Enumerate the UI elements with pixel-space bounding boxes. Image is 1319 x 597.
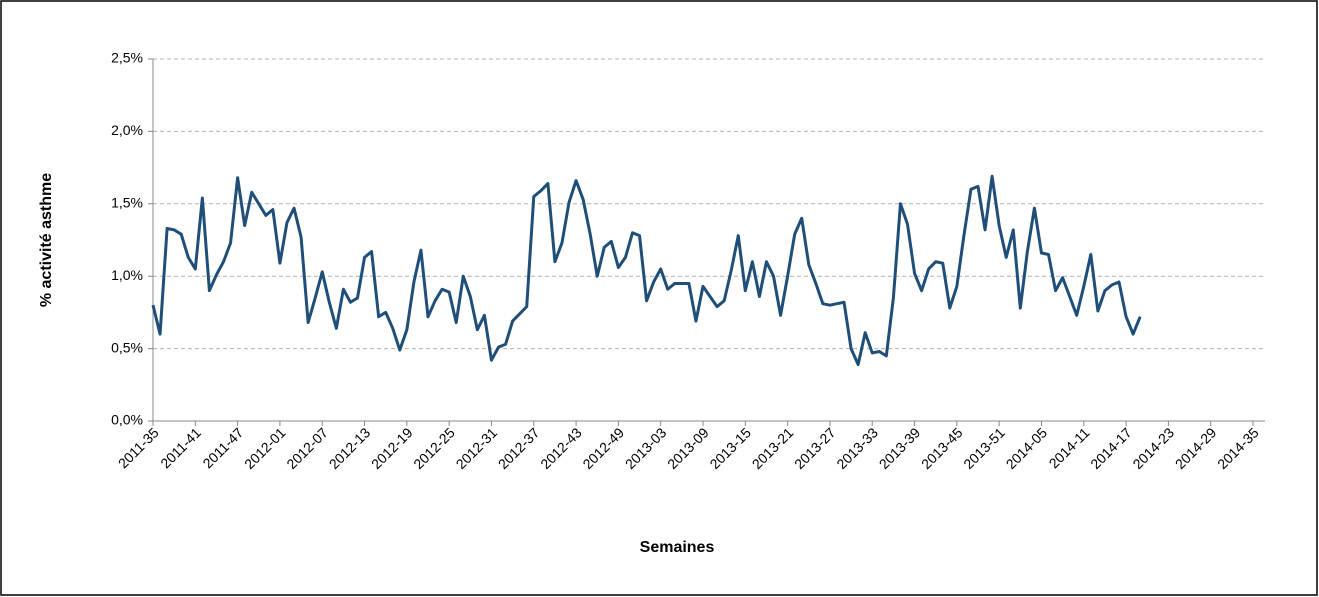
data-line — [151, 174, 1142, 367]
y-tick-label: 2,5% — [111, 50, 143, 66]
y-axis-title: % activité asthme — [38, 173, 55, 307]
y-tick-label: 1,0% — [111, 267, 143, 283]
y-tick-label: 1,5% — [111, 195, 143, 211]
y-tick-label: 0,5% — [111, 339, 143, 355]
x-axis-title: Semaines — [640, 539, 715, 556]
y-tick-label: 0,0% — [111, 412, 143, 428]
y-tick-label: 2,0% — [111, 122, 143, 138]
